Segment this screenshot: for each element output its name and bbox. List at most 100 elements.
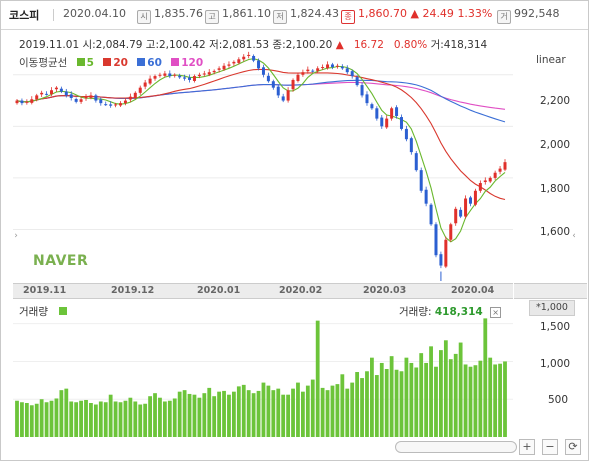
volume-bar bbox=[197, 397, 202, 437]
x-tick: 2020.03 bbox=[363, 285, 407, 296]
scale-mode[interactable]: linear bbox=[536, 54, 566, 66]
readout-low: 2,081.53 bbox=[222, 39, 270, 51]
index-name: 코스피 bbox=[9, 9, 40, 22]
volume-bar bbox=[483, 318, 488, 437]
volume-bar bbox=[261, 382, 266, 437]
ma-5-toggle[interactable]: 5 bbox=[71, 57, 94, 69]
readout-change-pct: 0.80% bbox=[393, 39, 428, 51]
volume-bar bbox=[463, 364, 468, 437]
reset-button[interactable]: ⟳ bbox=[565, 439, 581, 455]
ma-20-label: 20 bbox=[113, 57, 128, 69]
volume-current-value: 418,314 bbox=[434, 306, 483, 318]
candle-body bbox=[306, 69, 310, 72]
change-value: ▲ 24.49 bbox=[410, 7, 454, 20]
volume-bar bbox=[54, 398, 59, 437]
ma-60-toggle[interactable]: 60 bbox=[131, 57, 162, 69]
candle-body bbox=[365, 94, 369, 104]
volume-bar bbox=[370, 357, 374, 437]
ma-legend: 이동평균선 5 20 60 120 bbox=[19, 55, 203, 70]
volume-bar bbox=[434, 366, 438, 437]
readout-date: 2019.11.01 bbox=[19, 39, 80, 51]
readout-open-label: 시: bbox=[82, 39, 96, 51]
price-axis: linear 2,200 2,000 1,800 1,600 bbox=[514, 37, 574, 283]
readout-close: 2,100.20 bbox=[285, 39, 333, 51]
candle-body bbox=[464, 198, 468, 217]
volume-close-icon[interactable]: × bbox=[490, 307, 502, 318]
ma-120-label: 120 bbox=[181, 57, 204, 69]
candle-body bbox=[370, 104, 374, 109]
candle-body bbox=[399, 117, 403, 129]
range-scrollbar[interactable] bbox=[395, 441, 517, 453]
volume-bar bbox=[300, 391, 305, 437]
candle-body bbox=[503, 162, 507, 170]
volume-bar bbox=[24, 403, 29, 437]
zoom-in-button[interactable]: + bbox=[519, 439, 535, 455]
volume-chart[interactable] bbox=[13, 301, 513, 437]
volume-bar bbox=[222, 390, 226, 437]
candle-body bbox=[498, 168, 502, 172]
candle-body bbox=[449, 224, 453, 240]
volume-tick: 1,000 bbox=[540, 358, 571, 370]
candle-body bbox=[45, 93, 49, 95]
volume-bar bbox=[439, 350, 443, 437]
volume-unit: *1,000 bbox=[529, 300, 575, 316]
scroll-left-icon[interactable]: › bbox=[14, 231, 18, 241]
volume-bar bbox=[241, 384, 246, 437]
volume-bar bbox=[138, 404, 143, 437]
high-summary: 고 1,861.10 bbox=[205, 7, 271, 24]
candle-body bbox=[79, 99, 83, 102]
volume-bar bbox=[44, 402, 49, 437]
summary-date: 2020.04.10 bbox=[63, 7, 126, 20]
volume-bar bbox=[108, 394, 113, 437]
candle-body bbox=[128, 96, 132, 100]
volume-swatch bbox=[59, 307, 68, 315]
candle-body bbox=[276, 86, 280, 96]
candle-body bbox=[429, 204, 433, 225]
volume-bar bbox=[374, 375, 379, 437]
candle-body bbox=[375, 108, 379, 119]
candle-body bbox=[419, 170, 423, 191]
price-chart[interactable]: 최대값 2,277.23 (-18.29%)최소값 1,439.43 (29.2… bbox=[13, 49, 513, 281]
volume-bar bbox=[39, 399, 44, 437]
volume-bar bbox=[384, 369, 389, 437]
volume-bar bbox=[320, 387, 325, 437]
volume-bar bbox=[89, 403, 93, 437]
candle-body bbox=[237, 59, 241, 63]
open-tag: 시 bbox=[137, 10, 151, 24]
candle-body bbox=[192, 76, 196, 81]
candle-body bbox=[69, 94, 73, 98]
scroll-right-icon[interactable]: ‹ bbox=[572, 231, 576, 241]
readout-low-label: 저: bbox=[209, 39, 223, 51]
ma-60-label: 60 bbox=[147, 57, 162, 69]
candle-body bbox=[148, 78, 152, 84]
candle-body bbox=[404, 128, 408, 140]
candle-body bbox=[444, 239, 448, 267]
volume-legend: 거래량 bbox=[19, 304, 68, 319]
zoom-out-button[interactable]: − bbox=[542, 439, 558, 455]
close-value: 1,860.70 bbox=[358, 7, 407, 20]
volume-bar bbox=[419, 353, 424, 437]
ma-20-line bbox=[16, 68, 506, 201]
candle-body bbox=[222, 65, 226, 70]
high-tag: 고 bbox=[205, 10, 219, 24]
volume-bar bbox=[488, 357, 493, 437]
candle-body bbox=[143, 82, 147, 87]
ma-120-toggle[interactable]: 120 bbox=[165, 57, 203, 69]
readout-high-label: 고: bbox=[145, 39, 159, 51]
candle-body bbox=[153, 76, 157, 79]
volume-bar bbox=[217, 391, 222, 437]
low-value: 1,824.43 bbox=[290, 7, 339, 20]
volume-bar bbox=[276, 388, 281, 437]
ma-20-toggle[interactable]: 20 bbox=[97, 57, 128, 69]
volume-bar bbox=[443, 340, 448, 437]
volume-bar bbox=[498, 363, 502, 437]
volume-bar bbox=[473, 365, 478, 437]
readout-high: 2,100.42 bbox=[158, 39, 206, 51]
readout-open: 2,084.79 bbox=[95, 39, 143, 51]
candle-body bbox=[138, 87, 142, 93]
candle-body bbox=[473, 190, 477, 205]
volume-bar bbox=[350, 382, 355, 437]
candle-body bbox=[281, 96, 285, 101]
candle-body bbox=[232, 61, 236, 64]
